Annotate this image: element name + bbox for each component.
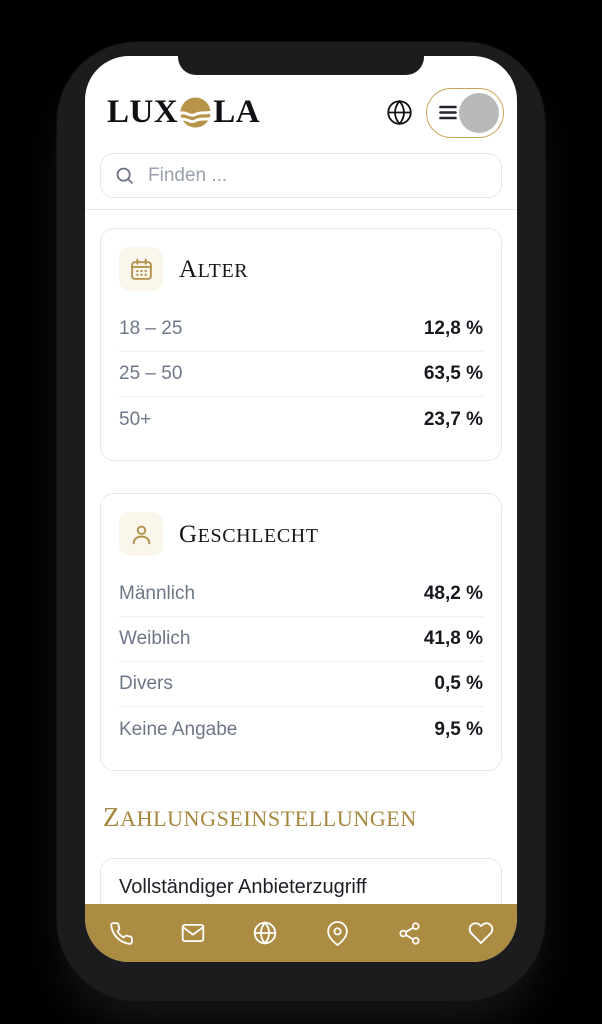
share-icon[interactable] [373, 921, 445, 946]
search-icon [114, 165, 135, 186]
globe-icon[interactable] [386, 99, 413, 126]
mail-icon[interactable] [157, 920, 229, 946]
menu-button[interactable] [426, 87, 504, 138]
main-content: ALTER 18 – 25 12,8 % 25 – 50 63,5 % 50+ … [85, 210, 517, 953]
stat-row: Keine Angabe 9,5 % [119, 707, 483, 752]
phone-notch [178, 42, 424, 75]
stat-value: 9,5 % [434, 718, 483, 740]
stat-value: 48,2 % [423, 583, 483, 604]
wave-orb-icon [180, 97, 211, 128]
stat-value: 41,8 % [423, 628, 483, 649]
heart-icon[interactable] [445, 920, 517, 946]
stat-row: 18 – 25 12,8 % [119, 307, 483, 352]
stat-row: 50+ 23,7 % [119, 397, 483, 442]
calendar-icon [119, 247, 163, 291]
stat-value: 23,7 % [423, 408, 483, 430]
payments-section-heading: ZAHLUNGSEINSTELLUNGEN [103, 802, 417, 832]
stat-label: 18 – 25 [119, 318, 183, 339]
stat-row: Divers 0,5 % [119, 662, 483, 707]
header-actions [386, 87, 504, 138]
stat-value: 63,5 % [423, 363, 483, 384]
gender-stats-card: GESCHLECHT Männlich 48,2 % Weiblich 41,8… [100, 493, 502, 771]
stat-row: Männlich 48,2 % [119, 572, 483, 617]
payment-card-title: Vollständiger Anbieterzugriff [119, 876, 367, 898]
stat-label: Keine Angabe [119, 718, 238, 740]
card-header: ALTER [119, 247, 483, 291]
map-pin-icon[interactable] [301, 920, 373, 946]
header-divider [85, 198, 517, 210]
stat-value: 12,8 % [423, 318, 483, 339]
brand-text-right: LA [213, 94, 261, 130]
card-title-age: ALTER [179, 255, 249, 283]
bottom-nav-bar [85, 904, 517, 962]
stat-label: Weiblich [119, 628, 191, 649]
phone-icon[interactable] [85, 921, 157, 946]
stat-label: 50+ [119, 408, 152, 430]
card-header: GESCHLECHT [119, 512, 483, 556]
brand-text-left: LUX [107, 94, 179, 130]
stat-value: 0,5 % [434, 673, 483, 694]
stat-row: 25 – 50 63,5 % [119, 352, 483, 397]
card-title-gender: GESCHLECHT [179, 520, 319, 548]
globe-icon[interactable] [229, 920, 301, 946]
phone-frame: LUX LA [57, 42, 545, 1000]
search-bar [100, 153, 502, 198]
brand-logo[interactable]: LUX LA [107, 94, 260, 131]
phone-screen: LUX LA [85, 56, 517, 962]
stat-label: Männlich [119, 583, 196, 604]
stat-row: Weiblich 41,8 % [119, 617, 483, 662]
hamburger-icon [439, 105, 457, 120]
avatar [459, 92, 499, 133]
stat-label: Divers [119, 673, 173, 694]
stat-label: 25 – 50 [119, 363, 183, 384]
person-icon [119, 512, 163, 556]
search-input[interactable] [146, 163, 488, 188]
age-stats-card: ALTER 18 – 25 12,8 % 25 – 50 63,5 % 50+ … [100, 228, 502, 461]
app-header: LUX LA [85, 56, 517, 153]
